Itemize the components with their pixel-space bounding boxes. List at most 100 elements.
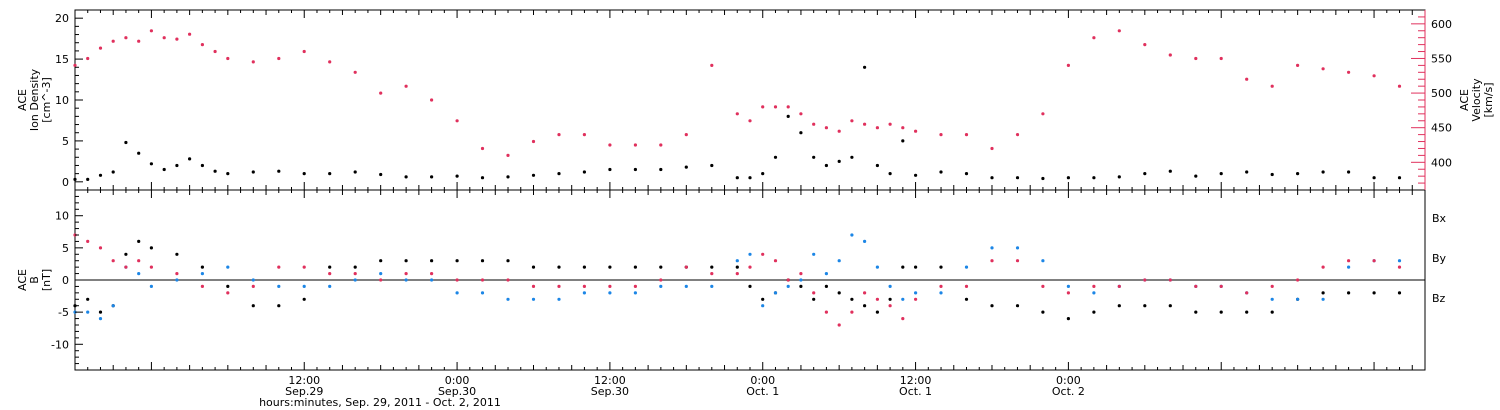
top-black-point	[964, 172, 969, 176]
top-left-ytick-label: 15	[55, 53, 69, 66]
top-black-point	[353, 170, 357, 174]
top-left-ylabel-line1: ACE	[16, 89, 29, 111]
bx-point	[277, 304, 281, 308]
top-left-ytick-label: 20	[55, 12, 69, 25]
top-pink-point	[1397, 84, 1402, 88]
bx-point	[1372, 291, 1376, 295]
top-black-point	[990, 176, 994, 180]
top-pink-point	[684, 133, 688, 137]
top-black-point	[188, 157, 192, 161]
bz-point	[748, 265, 752, 269]
top-right-ylabel: ACE Velocity [km/s]	[1458, 78, 1495, 122]
top-pink-point	[73, 63, 77, 67]
by-point	[1066, 284, 1070, 288]
top-pink-point	[710, 63, 714, 67]
bz-point	[404, 272, 408, 276]
bz-point	[455, 278, 459, 282]
bz-point	[1066, 291, 1070, 295]
top-pink-point	[1041, 112, 1045, 116]
by-point	[277, 284, 281, 288]
top-pink-point	[328, 60, 332, 64]
bx-point	[990, 304, 994, 308]
bottom-left-ylabel-line2: B	[28, 276, 41, 284]
x-tick-label-time: 0:00	[750, 374, 775, 387]
by-point	[773, 291, 778, 295]
bz-point	[901, 317, 905, 321]
top-black-point	[73, 177, 77, 181]
top-right-ylabel-line2: Velocity	[1470, 78, 1483, 122]
top-black-point	[812, 155, 816, 159]
bz-point	[850, 310, 854, 314]
bx-point	[1321, 291, 1325, 295]
by-point	[1270, 297, 1274, 301]
bx-point	[659, 265, 663, 269]
bz-point	[1143, 278, 1147, 282]
bx-point	[1015, 304, 1020, 308]
bx-point	[1041, 310, 1045, 314]
by-point	[735, 259, 739, 263]
x-tick-label-time: 12:00	[900, 374, 932, 387]
by-point	[1321, 297, 1325, 301]
top-pink-point	[302, 49, 306, 54]
top-black-point	[1015, 176, 1020, 180]
top-black-point	[251, 170, 255, 174]
x-tick-label-date: Oct. 2	[1052, 385, 1085, 398]
top-black-point	[1041, 176, 1045, 181]
bx-point	[302, 297, 306, 301]
bz-point	[824, 310, 829, 314]
top-pink-point	[901, 126, 905, 130]
top-pink-point	[1372, 74, 1376, 78]
bx-point	[710, 265, 714, 269]
legend-bz: Bz	[1432, 292, 1446, 305]
top-pink-point	[162, 36, 166, 40]
bx-point	[1219, 310, 1223, 314]
bz-point	[1117, 284, 1121, 288]
bz-point	[124, 265, 128, 269]
top-pink-point	[277, 56, 281, 61]
top-black-point	[1092, 176, 1096, 180]
by-point	[353, 278, 357, 282]
by-point	[200, 272, 204, 276]
top-pink-point	[608, 143, 612, 147]
top-black-point	[633, 167, 638, 172]
by-point	[149, 284, 153, 288]
bz-point	[1092, 284, 1096, 288]
bx-point	[1397, 291, 1402, 295]
by-point	[914, 291, 918, 295]
top-black-point	[608, 167, 612, 172]
top-right-ylabel-line1: ACE	[1458, 89, 1471, 111]
top-pink-point	[430, 98, 434, 102]
top-black-point	[1397, 176, 1402, 180]
top-series-pink	[73, 29, 1402, 157]
top-pink-point	[1092, 36, 1096, 40]
bottom-ytick-label: -10	[51, 338, 69, 351]
x-tick-label-date: Oct. 1	[899, 385, 932, 398]
top-pink-point	[531, 139, 536, 144]
top-pink-point	[824, 126, 829, 130]
bx-point	[379, 259, 383, 263]
bx-point	[353, 265, 357, 269]
bz-point	[964, 284, 969, 288]
bz-point	[175, 272, 179, 276]
bz-point	[111, 259, 115, 263]
bx-point	[149, 246, 153, 250]
by-point	[939, 291, 943, 295]
bz-point	[557, 284, 561, 288]
bx-point	[175, 252, 179, 256]
top-pink-point	[1245, 77, 1249, 81]
bottom-panel-marks	[73, 233, 1402, 327]
top-pink-point	[748, 119, 752, 123]
top-pink-point	[888, 122, 892, 126]
bz-point	[98, 246, 103, 250]
bx-point	[455, 259, 459, 263]
top-panel-marks	[73, 29, 1402, 181]
top-black-point	[277, 169, 281, 173]
top-right-ytick-label: 500	[1431, 87, 1452, 100]
bottom-ytick-label: 10	[55, 210, 69, 223]
bz-point	[939, 284, 943, 288]
by-point	[455, 291, 459, 295]
top-black-point	[1194, 174, 1198, 178]
bx-point	[1347, 291, 1351, 295]
bx-point	[901, 265, 905, 269]
bz-point	[1321, 265, 1325, 269]
